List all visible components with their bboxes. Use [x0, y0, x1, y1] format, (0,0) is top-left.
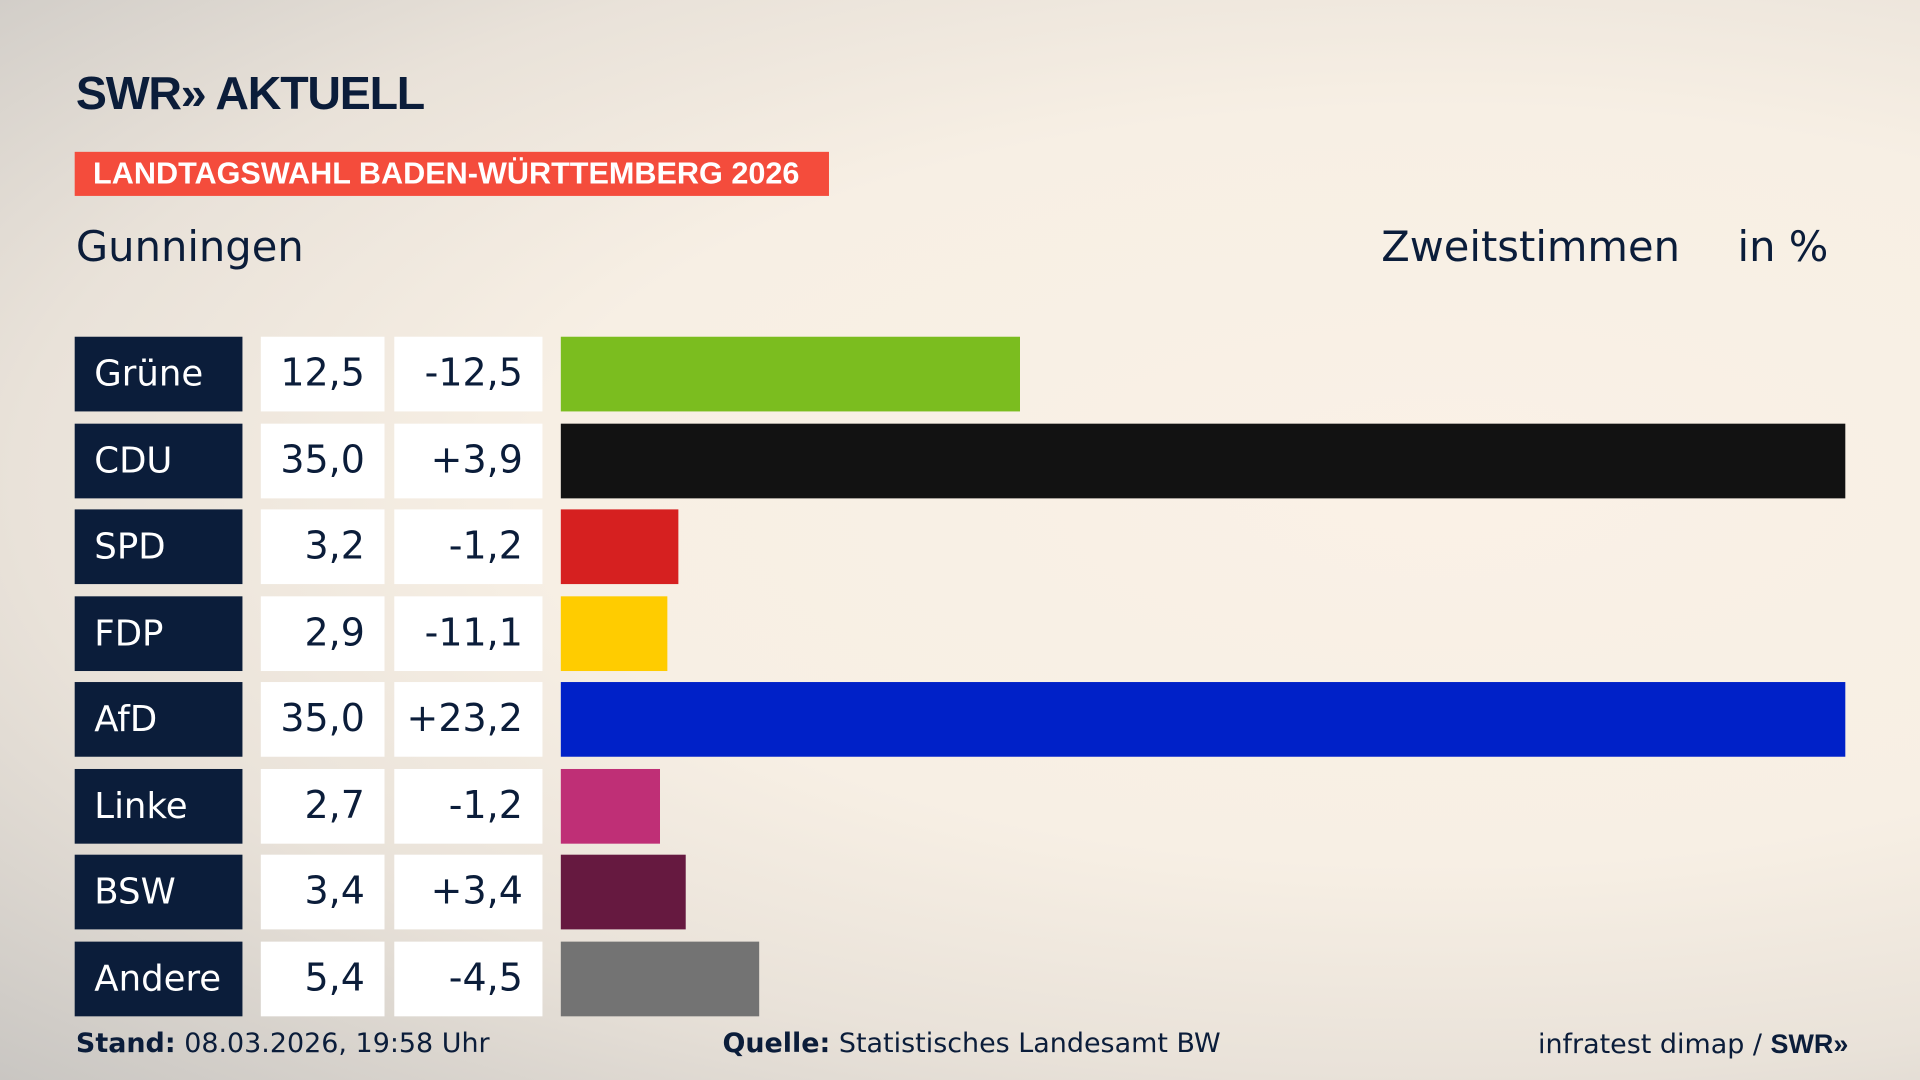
value-label: 5,4: [260, 941, 385, 1016]
party-label: AfD: [74, 682, 243, 757]
bar: [560, 595, 668, 671]
vote-type-label: Zweitstimmen: [1381, 222, 1681, 272]
credit: infratest dimap / SWR»: [1538, 1029, 1848, 1061]
diff-label: +3,4: [394, 854, 543, 930]
credit-text: infratest dimap /: [1537, 1029, 1771, 1061]
bar: [560, 854, 686, 930]
bar: [560, 941, 759, 1016]
diff-label: +3,9: [394, 423, 543, 498]
party-label: CDU: [74, 423, 243, 498]
value-label: 2,7: [260, 768, 385, 844]
diff-label: +23,2: [394, 682, 543, 757]
swr-aktuell-logo: SWR» AKTUELL: [75, 68, 425, 121]
source: Quelle: Statistisches Landesamt BW: [722, 1029, 1220, 1060]
bar: [560, 423, 1846, 498]
value-label: 35,0: [260, 682, 385, 757]
source-label: Quelle:: [722, 1028, 831, 1060]
swr-logo-small: SWR»: [1770, 1028, 1849, 1060]
election-banner: LANDTAGSWAHL BADEN-WÜRTTEMBERG 2026: [74, 151, 829, 196]
bar: [560, 336, 1020, 412]
stand-label: Stand:: [75, 1028, 176, 1060]
stand-value: 08.03.2026, 19:58 Uhr: [184, 1028, 490, 1060]
diff-label: -1,2: [394, 509, 543, 585]
bar: [560, 682, 1846, 757]
bar: [560, 768, 660, 844]
party-label: BSW: [74, 854, 243, 930]
value-label: 3,2: [260, 509, 385, 585]
value-label: 2,9: [260, 595, 385, 671]
diff-label: -12,5: [394, 336, 543, 412]
location-title: Gunningen: [75, 222, 304, 272]
value-label: 3,4: [260, 854, 385, 930]
diff-label: -1,2: [394, 768, 543, 844]
party-label: Andere: [74, 941, 243, 1016]
diff-label: -11,1: [394, 595, 543, 671]
party-label: Linke: [74, 768, 243, 844]
value-label: 35,0: [260, 423, 385, 498]
bar: [560, 509, 679, 585]
timestamp: Stand: 08.03.2026, 19:58 Uhr: [76, 1029, 490, 1060]
value-label: 12,5: [260, 336, 385, 412]
party-label: FDP: [74, 595, 243, 671]
party-label: Grüne: [74, 336, 243, 412]
party-label: SPD: [74, 509, 243, 585]
diff-label: -4,5: [394, 941, 543, 1016]
unit-label: in %: [1737, 222, 1829, 272]
source-value: Statistisches Landesamt BW: [838, 1028, 1221, 1060]
